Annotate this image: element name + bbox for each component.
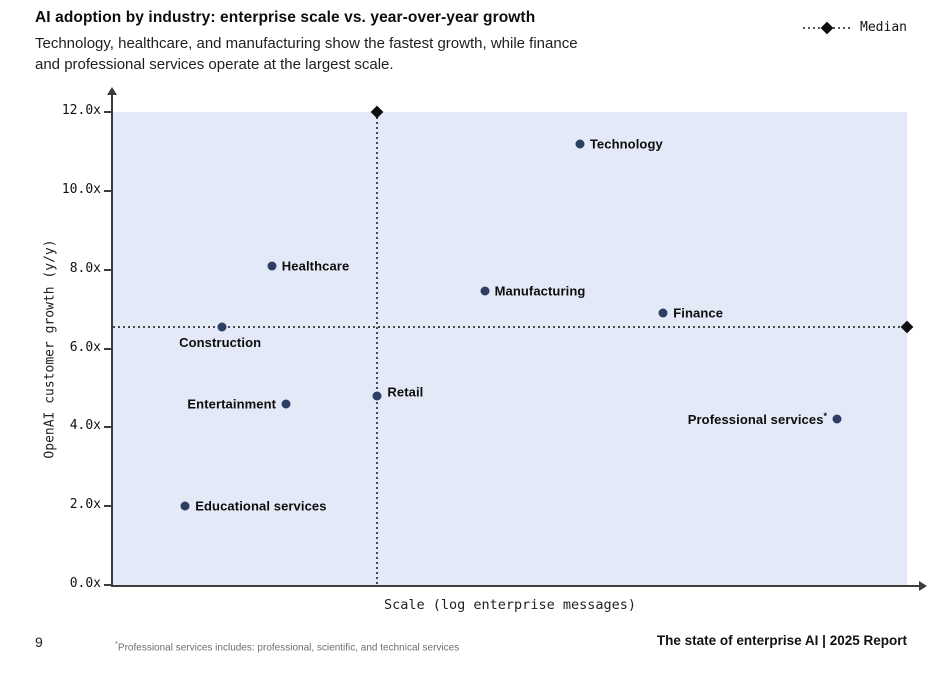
y-tick-label-8-0x: 8.0x: [69, 260, 101, 276]
data-point-professional-services: [832, 414, 842, 424]
y-tick-mark-12-0x: [104, 111, 111, 113]
footnote-text: Professional services includes: professi…: [117, 642, 460, 654]
y-tick-mark-10-0x: [104, 189, 111, 192]
data-point-construction: [217, 322, 227, 332]
y-axis-line: [111, 95, 113, 585]
y-tick-label-10-0x: 10.0x: [61, 181, 101, 197]
y-tick-label-0-0x: 0.0x: [69, 576, 101, 591]
y-tick-mark-4-0x: [104, 426, 111, 429]
median-line-horizontal: [113, 325, 907, 328]
data-label-technology: Technology: [589, 136, 663, 152]
page-number: 9: [35, 634, 43, 650]
plot-area: 0.0x 2.0x 4.0x 6.0x 8.0x 10.0x 12.0x Technology…: [62, 87, 927, 591]
data-label-healthcare: Healthcare: [281, 258, 350, 274]
report-label: The state of enterprise AI | 2025 Report: [656, 633, 907, 648]
median-diamond-right: [900, 320, 914, 334]
median-legend-line: [803, 21, 852, 34]
median-line-vertical: [376, 112, 379, 585]
data-label-professional-services: Professional services*: [687, 411, 828, 428]
y-tick-label-4-0x: 4.0x: [69, 418, 101, 434]
y-axis-arrow-icon: [107, 87, 117, 95]
page-title: AI adoption by industry: enterprise scal…: [35, 9, 536, 26]
data-label-entertainment: Entertainment: [187, 396, 277, 412]
median-diamond-top: [371, 105, 384, 119]
data-point-educational-services: [180, 501, 190, 511]
y-tick-label-12-0x: 12.0x: [61, 103, 101, 118]
page-subtitle: Technology, healthcare, and manufacturin…: [35, 35, 578, 73]
data-point-finance: [658, 308, 668, 318]
data-point-manufacturing: [480, 286, 490, 296]
data-label-educational-services: Educational services: [195, 498, 327, 514]
y-tick-label-2-0x: 2.0x: [69, 497, 101, 513]
y-tick-mark-6-0x: [104, 347, 111, 350]
x-axis-arrow-icon: [919, 581, 927, 591]
data-label-retail: Retail: [387, 384, 424, 400]
data-point-healthcare: [267, 261, 277, 271]
footnote-mark: *: [115, 639, 118, 648]
data-label-manufacturing: Manufacturing: [494, 283, 586, 299]
median-legend-label: Median: [860, 20, 907, 35]
y-tick-mark-0-0x: [104, 584, 111, 586]
y-tick-label-6-0x: 6.0x: [69, 339, 101, 355]
legend: Median: [803, 20, 907, 35]
footnote: *Professional services includes: profess…: [115, 639, 459, 653]
data-label-finance: Finance: [673, 305, 724, 321]
x-axis-line: [111, 585, 921, 587]
y-tick-mark-8-0x: [104, 268, 111, 271]
median-diamond-icon: [820, 21, 834, 34]
data-point-technology: [575, 139, 585, 149]
data-point-retail: [372, 391, 382, 401]
data-label-construction: Construction: [179, 334, 262, 350]
data-point-entertainment: [281, 399, 291, 409]
y-tick-mark-2-0x: [104, 505, 111, 508]
x-axis-title: Scale (log enterprise messages): [384, 597, 636, 613]
